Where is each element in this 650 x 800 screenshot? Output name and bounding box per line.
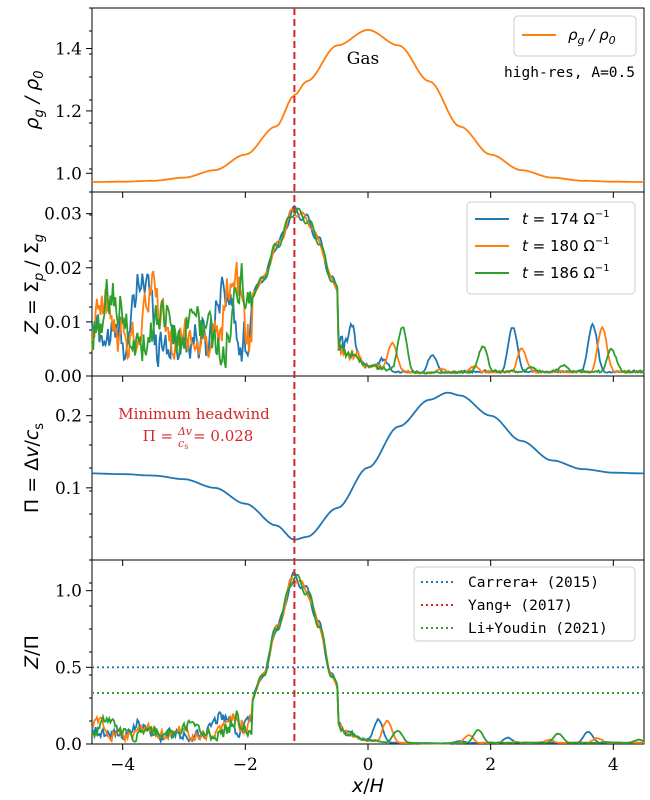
svg-text:ρg / ρ0: ρg / ρ0 bbox=[568, 26, 616, 47]
ytick-label: 0.03 bbox=[44, 205, 82, 225]
headwind-annotation-title: Minimum headwind bbox=[118, 405, 270, 423]
xtick-label: −4 bbox=[110, 755, 135, 775]
metallicity-line-2 bbox=[91, 207, 645, 375]
ytick-label: 0.01 bbox=[44, 313, 82, 333]
ytick-label: 0.00 bbox=[44, 367, 82, 387]
panel-2-legend: t = 174 Ω−1 t = 180 Ω−1 t = 186 Ω−1 bbox=[466, 201, 636, 295]
xtick-label: 0 bbox=[363, 755, 374, 775]
tick-layer: 1.0 1.2 1.4 0.00 0.01 0.02 0.03 0.1 0.2 0.0 0.5 1.0… bbox=[44, 7, 619, 775]
xtick-label: −2 bbox=[233, 755, 258, 775]
ytick-label: 0.5 bbox=[55, 658, 82, 678]
panel-4-ylabel: Z/Π bbox=[21, 635, 43, 670]
svg-text:Carrera+ (2015): Carrera+ (2015) bbox=[468, 575, 599, 591]
svg-text:Yang+ (2017): Yang+ (2017) bbox=[468, 598, 573, 614]
xtick-label: 4 bbox=[608, 755, 619, 775]
ytick-label: 1.4 bbox=[55, 40, 82, 60]
data-layer bbox=[91, 8, 645, 745]
ytick-label: 1.0 bbox=[55, 164, 82, 184]
ytick-label: 1.0 bbox=[55, 582, 82, 602]
panel-4-legend: Carrera+ (2015) Yang+ (2017) Li+Youdin (… bbox=[413, 566, 636, 642]
svg-text:Li+Youdin (2021): Li+Youdin (2021) bbox=[468, 621, 608, 637]
gas-annotation: Gas bbox=[347, 49, 379, 69]
ytick-label: 0.02 bbox=[44, 259, 82, 279]
svg-text:t = 180 Ω−1: t = 180 Ω−1 bbox=[522, 236, 610, 255]
xaxis-label: x/H bbox=[351, 775, 384, 797]
panel-2-ylabel: Z = Σp / Σg bbox=[21, 234, 47, 335]
svg-text:t = 186 Ω−1: t = 186 Ω−1 bbox=[522, 263, 610, 282]
panel-3-ylabel: Π = Δv/cs bbox=[21, 423, 47, 513]
headwind-annotation-value: Π = Δv cs = 0.028 bbox=[143, 425, 254, 451]
ytick-label: 0.1 bbox=[55, 479, 82, 499]
ratio-line-2 bbox=[91, 573, 645, 745]
panel-1-ylabel: ρg / ρ0 bbox=[21, 70, 47, 129]
ratio-line-0 bbox=[91, 571, 645, 745]
gas-density-line bbox=[92, 28, 644, 183]
ytick-label: 1.2 bbox=[55, 102, 82, 122]
resolution-label: high-res, A=0.5 bbox=[504, 65, 635, 81]
svg-text:t = 174 Ω−1: t = 174 Ω−1 bbox=[522, 209, 610, 228]
headwind-line bbox=[92, 391, 644, 541]
ytick-label: 0.0 bbox=[55, 735, 82, 755]
panel-1-legend: ρg / ρ0 bbox=[513, 15, 637, 57]
ytick-label: 0.2 bbox=[55, 407, 82, 427]
xtick-label: 2 bbox=[485, 755, 496, 775]
